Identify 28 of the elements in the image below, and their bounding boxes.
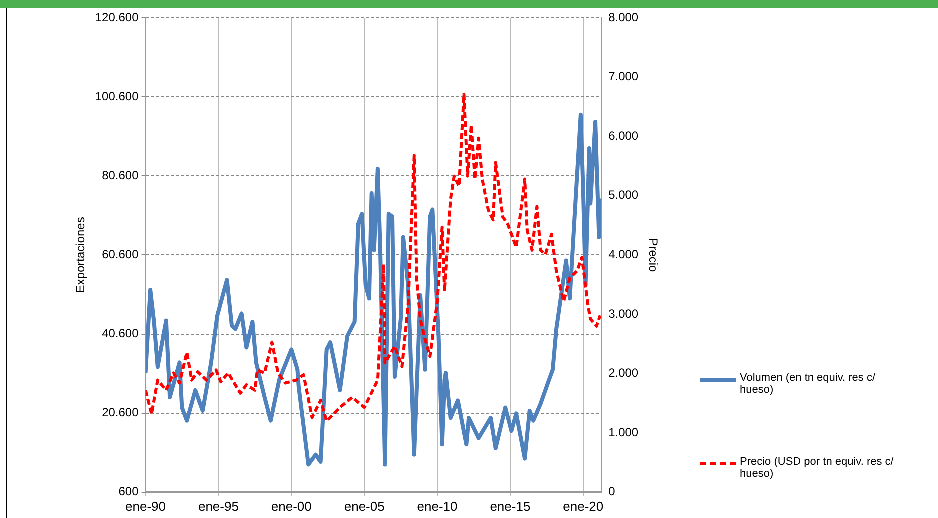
legend-label: Volumen (en tn equiv. res c/ hueso): [740, 372, 877, 396]
y2-tick-label: 5.000: [608, 188, 639, 202]
y-tick-label: 20.600: [102, 406, 140, 420]
x-tick-label: ene-15: [490, 498, 531, 514]
y2-tick-label: 1.000: [608, 425, 639, 440]
y-tick-label: 40.600: [102, 326, 140, 341]
x-tick-label: ene-00: [271, 498, 312, 514]
y-tick-label: 120.600: [95, 10, 140, 24]
y2-tick-label: 4.000: [608, 248, 639, 262]
y-tick-label: 600: [118, 484, 140, 499]
line-series: [146, 92, 602, 423]
y2-axis-title: Precio: [646, 238, 660, 273]
y-axis-title: Exportaciones: [74, 217, 88, 294]
y2-tick-label: 8.000: [608, 10, 639, 24]
y2-tick-label: 7.000: [608, 70, 639, 84]
x-tick-label: ene-10: [417, 498, 458, 514]
x-tick-label: ene-90: [126, 498, 166, 514]
x-tick-label: ene-05: [344, 498, 385, 514]
y-tick-label: 60.600: [102, 248, 140, 262]
legend-label: Precio (USD por tn equiv. res c/ hueso): [740, 456, 895, 480]
x-tick-label: ene-20: [563, 498, 604, 514]
y2-tick-label: 2.000: [608, 366, 639, 380]
y2-tick-label: 3.000: [608, 306, 639, 321]
y2-tick-label: 0: [608, 484, 616, 499]
x-tick-label: ene-95: [198, 498, 239, 514]
y2-tick-label: 6.000: [608, 128, 639, 143]
y-tick-label: 80.600: [102, 168, 140, 182]
y-tick-label: 100.600: [95, 89, 140, 104]
